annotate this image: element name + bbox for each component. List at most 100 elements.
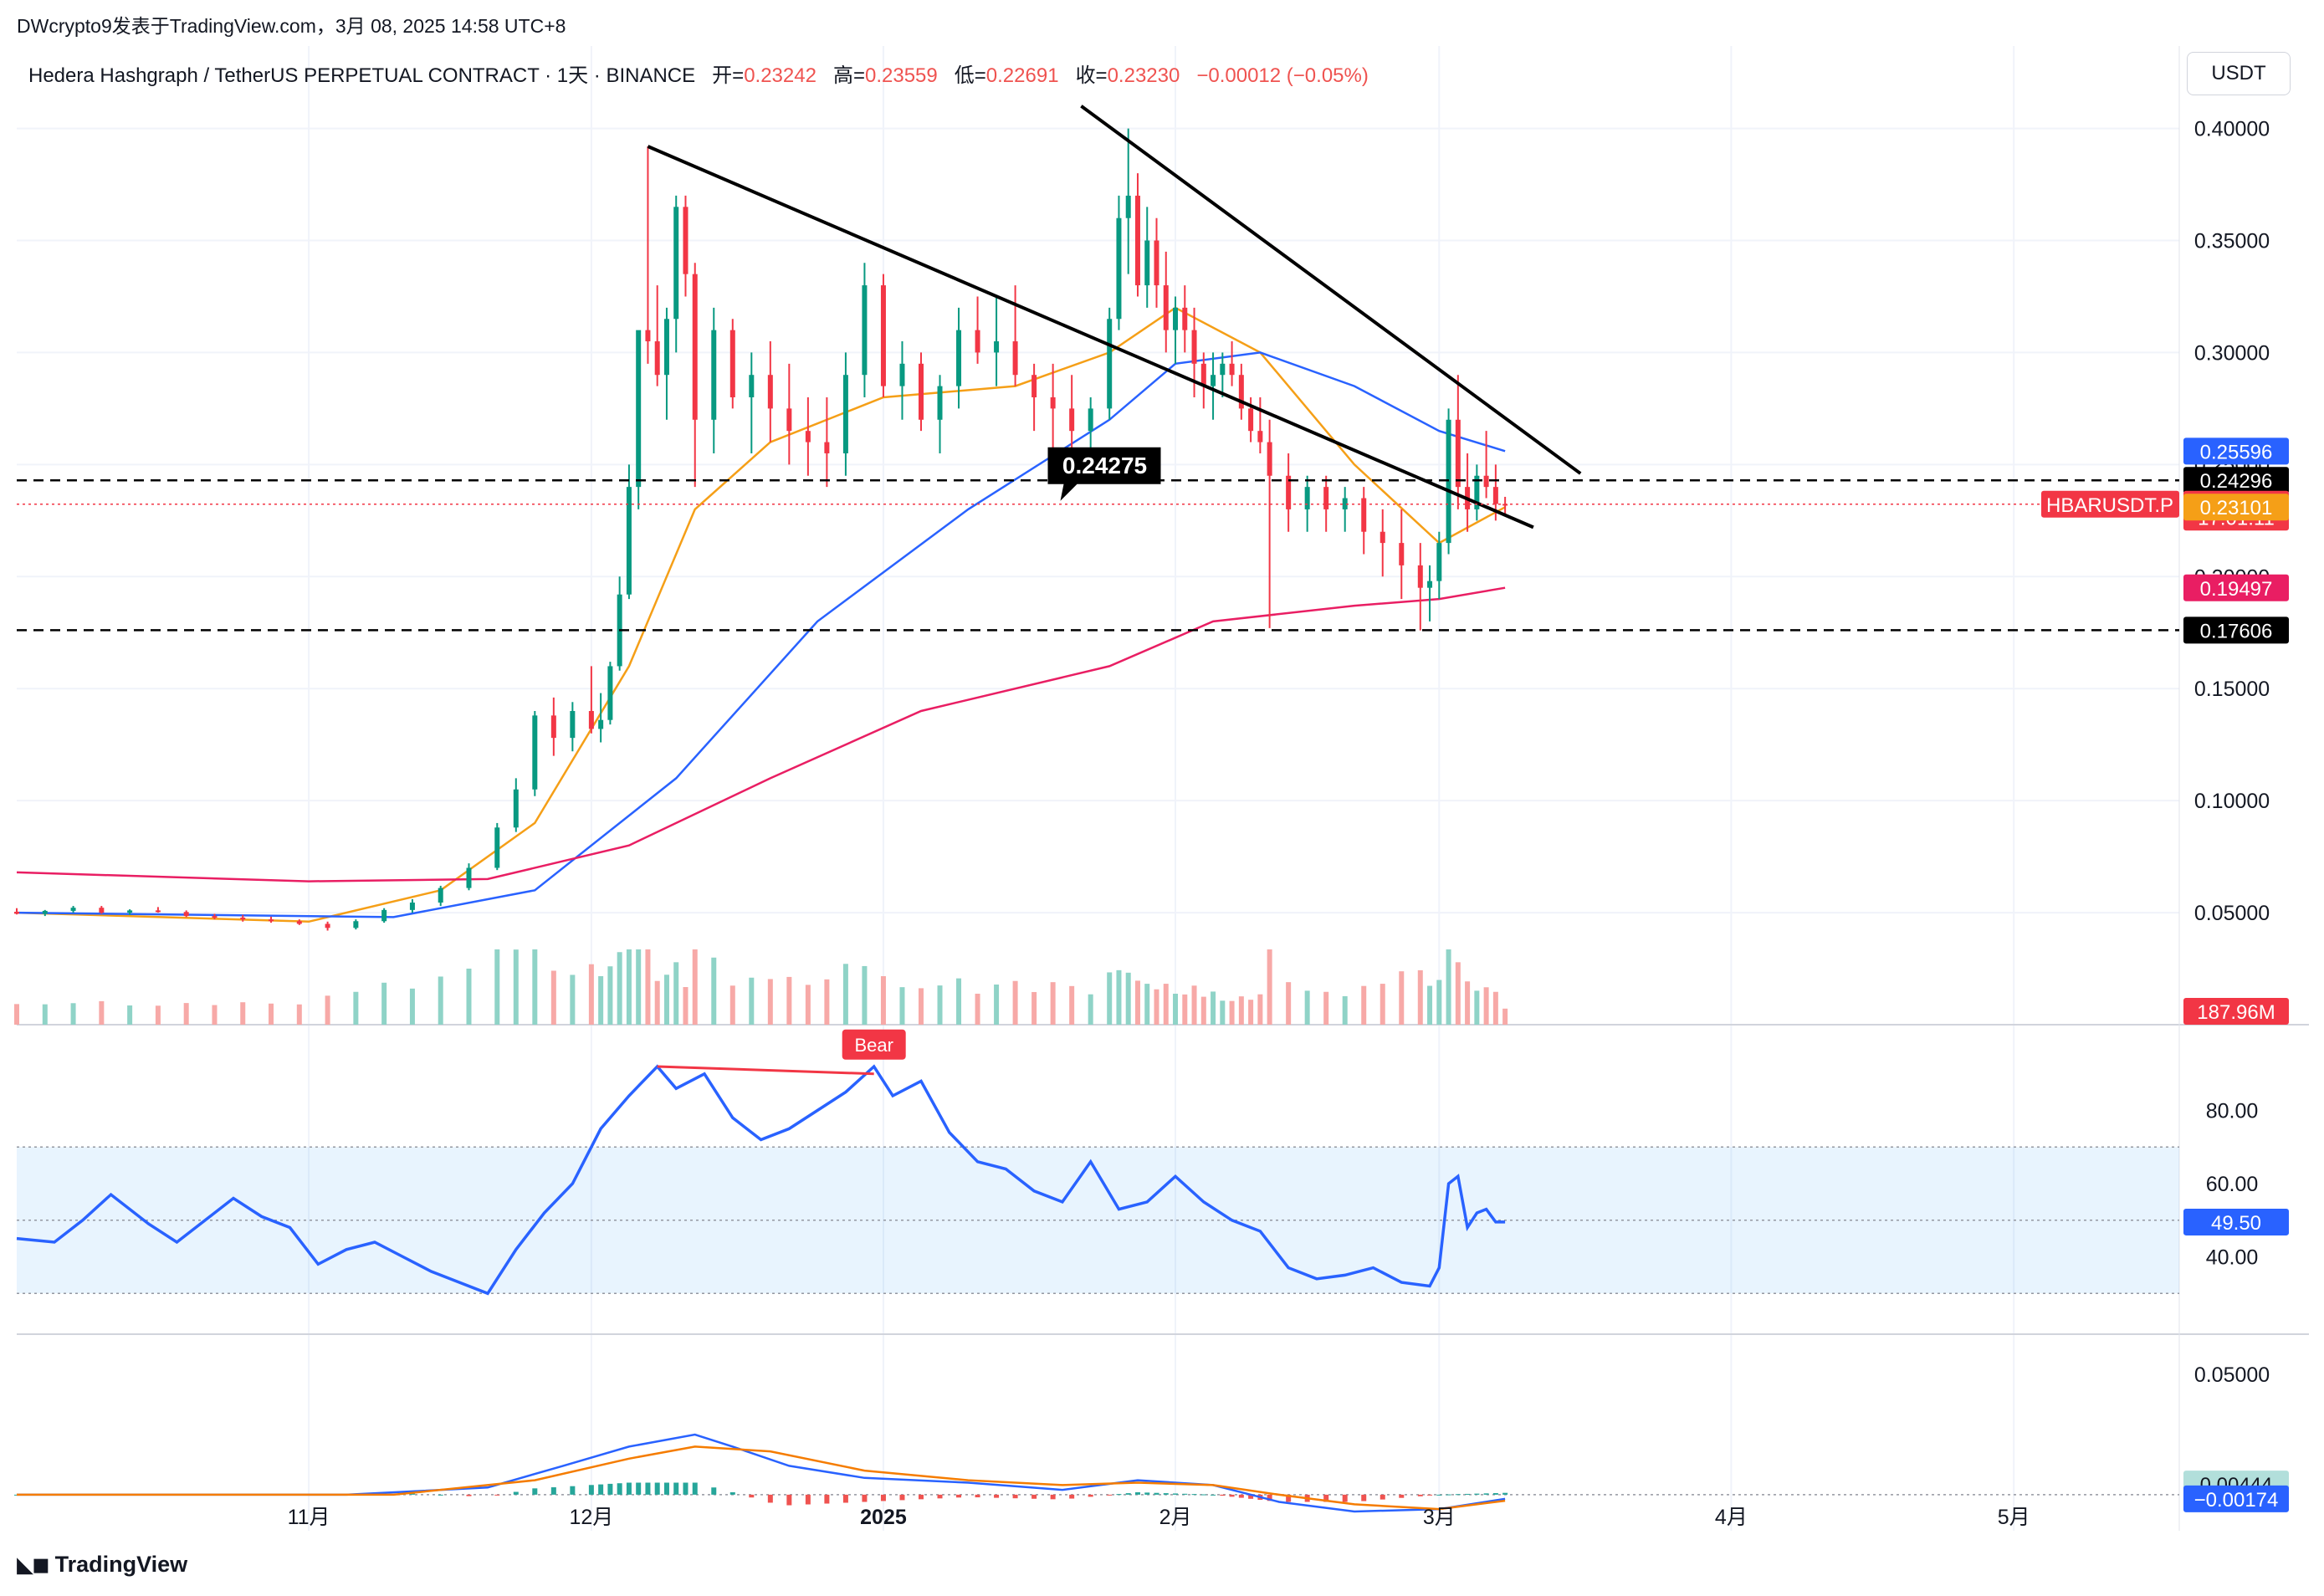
- macd-histogram-bar: [1380, 1494, 1385, 1500]
- macd-histogram-bar: [654, 1482, 660, 1495]
- candle-body: [494, 827, 500, 868]
- macd-histogram-bar: [956, 1494, 962, 1498]
- volume-bar: [767, 979, 773, 1025]
- volume-bar: [1154, 989, 1159, 1025]
- macd-histogram-bar: [1107, 1494, 1113, 1496]
- macd-histogram-bar: [1154, 1492, 1159, 1495]
- macd-histogram-bar: [1050, 1494, 1056, 1500]
- macd-histogram-bar: [1483, 1493, 1489, 1495]
- candle-body: [1116, 217, 1122, 320]
- volume-bar: [1304, 990, 1310, 1025]
- legend-open-label: 开=: [712, 64, 745, 87]
- volume-bar: [42, 1004, 48, 1025]
- macd-histogram-bar: [1323, 1494, 1329, 1502]
- volume-bar: [1012, 980, 1018, 1025]
- candle-body: [1342, 498, 1348, 509]
- macd-histogram-bar: [1031, 1494, 1037, 1499]
- macd-histogram-bar: [824, 1494, 830, 1504]
- trendline: [647, 145, 1534, 529]
- macd-histogram-bar: [1211, 1494, 1216, 1496]
- macd-histogram-bar: [1116, 1494, 1122, 1496]
- candle-body: [570, 711, 576, 739]
- candle-body: [1211, 375, 1216, 386]
- candle-body: [1229, 363, 1235, 376]
- candle-body: [607, 666, 613, 720]
- candle-body: [1144, 240, 1150, 286]
- volume-bar: [617, 952, 622, 1025]
- volume-bar: [711, 957, 717, 1025]
- macd-histogram-bar: [532, 1488, 538, 1495]
- macd-histogram-bar: [683, 1482, 688, 1495]
- volume-bar: [1182, 994, 1188, 1025]
- macd-histogram-bar: [617, 1483, 622, 1495]
- volume-bar: [862, 965, 868, 1025]
- macd-histogram-bar: [1200, 1494, 1206, 1496]
- candle-body: [127, 910, 133, 913]
- macd-histogram-bar: [607, 1483, 613, 1495]
- candle-body: [1031, 375, 1037, 397]
- candles-layer: [14, 128, 1508, 931]
- price-axis-label: 0.24296: [2200, 470, 2273, 493]
- candle-body: [1483, 475, 1489, 488]
- macd-histogram-bar: [1069, 1494, 1075, 1499]
- price-axis-label: 0.17606: [2200, 620, 2273, 642]
- candle-body: [550, 715, 556, 739]
- macd-histogram-bar: [1286, 1494, 1292, 1502]
- currency-button[interactable]: USDT: [2187, 52, 2291, 95]
- volume-bar: [1134, 980, 1140, 1025]
- time-axis-tick: 12月: [569, 1506, 613, 1529]
- legend-open: 0.23242: [744, 64, 816, 87]
- volume-bar: [1069, 985, 1075, 1025]
- candle-body: [513, 789, 519, 828]
- volume-bar: [1144, 984, 1150, 1025]
- candle-body: [1088, 408, 1093, 432]
- candle-body: [155, 910, 161, 913]
- candle-body: [240, 917, 246, 920]
- volume-bar: [570, 974, 576, 1025]
- volume-bar: [1200, 996, 1206, 1025]
- volume-bar: [155, 1005, 161, 1025]
- time-axis-tick: 2月: [1159, 1506, 1192, 1529]
- candle-body: [183, 912, 189, 917]
- candle-body: [296, 921, 302, 924]
- macd-axis-tick: 0.05000: [2194, 1363, 2270, 1387]
- volume-bar: [381, 982, 387, 1025]
- macd-histogram-bar: [438, 1494, 443, 1496]
- volume-bar: [1116, 969, 1122, 1025]
- candle-body: [1492, 487, 1498, 504]
- volume-bar: [1267, 949, 1272, 1025]
- volume-bar: [824, 979, 830, 1025]
- candle-body: [749, 375, 755, 397]
- macd-histogram-bar: [1474, 1493, 1480, 1495]
- macd-value-bg: [2183, 1485, 2289, 1512]
- tradingview-logo[interactable]: ◣◼ TradingView: [17, 1552, 187, 1578]
- volume-bar: [269, 1003, 274, 1025]
- volume-bar: [899, 987, 905, 1025]
- volume-bar: [494, 949, 500, 1025]
- time-axis-tick: 4月: [1715, 1506, 1748, 1529]
- candle-body: [466, 867, 472, 888]
- candle-body: [532, 715, 538, 790]
- candle-body: [438, 888, 443, 903]
- volume-bar: [805, 985, 811, 1025]
- volume-bar: [1436, 980, 1442, 1025]
- candle-body: [1399, 543, 1405, 565]
- volume-bar: [1050, 982, 1056, 1025]
- volume-label-bg: [2183, 998, 2289, 1025]
- candle-body: [1361, 498, 1367, 532]
- candle-body: [1417, 565, 1423, 588]
- volume-bar: [1220, 1000, 1226, 1025]
- macd-histogram-bar: [842, 1494, 848, 1503]
- candle-body: [918, 363, 924, 420]
- candle-body: [1304, 487, 1310, 509]
- macd-histogram-bar: [1134, 1492, 1140, 1495]
- macd-histogram-bar: [805, 1494, 811, 1505]
- candle-body: [1267, 442, 1272, 476]
- attribution: DWcrypto9发表于TradingView.com，3月 08, 2025 …: [17, 15, 566, 37]
- volume-bar: [692, 949, 698, 1025]
- candle-body: [1125, 195, 1131, 218]
- rsi-line: [16, 1064, 1506, 1296]
- bear-divergence-line: [657, 1065, 874, 1076]
- volume-bar: [127, 1005, 133, 1025]
